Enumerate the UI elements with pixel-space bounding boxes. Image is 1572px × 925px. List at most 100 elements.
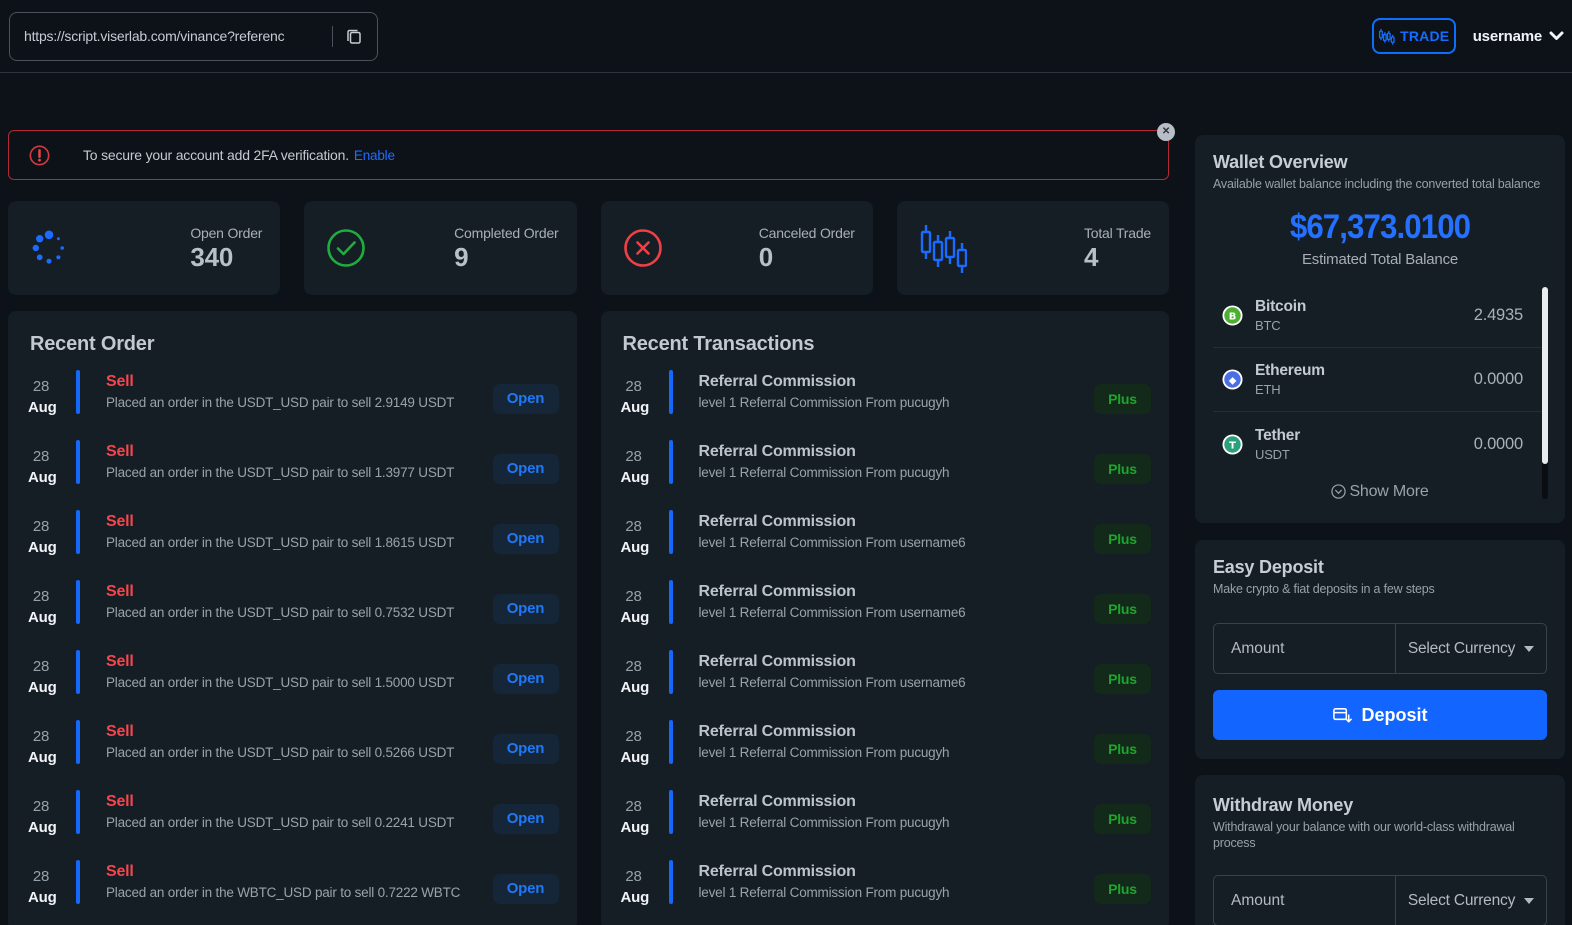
order-day: 28 bbox=[32, 587, 50, 605]
recent-transactions-section: Recent Transactions 28 Aug Referral Comm… bbox=[600, 311, 1169, 925]
enable-2fa-link[interactable]: Enable bbox=[353, 147, 395, 163]
transaction-row: 28 Aug Referral Commission level 1 Refer… bbox=[621, 650, 1151, 696]
transaction-date: 28 Aug bbox=[621, 437, 650, 488]
accent-bar bbox=[668, 440, 673, 484]
transaction-month: Aug bbox=[620, 888, 650, 906]
candlestick-icon bbox=[1379, 28, 1395, 45]
withdraw-amount-input[interactable] bbox=[1214, 876, 1395, 925]
withdraw-currency-select[interactable]: Select Currency bbox=[1396, 876, 1546, 925]
order-day: 28 bbox=[32, 447, 50, 465]
coin-icon: ◆ bbox=[1222, 369, 1243, 390]
open-badge[interactable]: Open bbox=[492, 594, 559, 624]
deposit-button[interactable]: Deposit bbox=[1213, 690, 1547, 740]
plus-badge: Plus bbox=[1094, 874, 1151, 904]
open-badge[interactable]: Open bbox=[492, 734, 559, 764]
order-row: 28 Aug Sell Placed an order in the USDT_… bbox=[28, 580, 559, 626]
referral-url-text[interactable]: https://script.viserlab.com/vinance?refe… bbox=[24, 28, 285, 44]
transaction-date: 28 Aug bbox=[620, 647, 650, 698]
wallet-title: Wallet Overview bbox=[1213, 152, 1348, 172]
plus-badge: Plus bbox=[1094, 384, 1151, 414]
alert-message: To secure your account add 2FA verificat… bbox=[83, 147, 349, 163]
check-circle-icon bbox=[326, 228, 374, 268]
transaction-month: Aug bbox=[620, 398, 650, 416]
deposit-input-group: Select Currency bbox=[1213, 623, 1547, 674]
transaction-type: Referral Commission bbox=[698, 583, 856, 600]
deposit-button-label: Deposit bbox=[1361, 704, 1428, 725]
order-type: Sell bbox=[106, 373, 134, 390]
open-badge[interactable]: Open bbox=[492, 384, 559, 414]
order-month: Aug bbox=[28, 748, 57, 766]
accent-bar bbox=[668, 510, 673, 554]
coin-code: ETH bbox=[1255, 382, 1281, 397]
main-content: To secure your account add 2FA verificat… bbox=[0, 73, 1572, 925]
show-more-label: Show More bbox=[1349, 483, 1429, 500]
withdraw-title: Withdraw Money bbox=[1213, 795, 1354, 815]
svg-text:T: T bbox=[1229, 440, 1236, 451]
stat-card-canceled-order: Canceled Order 0 bbox=[600, 201, 873, 295]
open-badge[interactable]: Open bbox=[492, 874, 559, 904]
stat-card-completed-order: Completed Order 9 bbox=[304, 201, 577, 295]
divider bbox=[1395, 624, 1396, 673]
plus-badge: Plus bbox=[1094, 664, 1151, 694]
deposit-currency-label: Select Currency bbox=[1407, 639, 1516, 657]
section-title: Recent Transactions bbox=[622, 333, 815, 355]
transaction-type: Referral Commission bbox=[698, 723, 856, 740]
order-month: Aug bbox=[28, 398, 57, 416]
coin-list: B Bitcoin BTC 2.4935 bbox=[1213, 284, 1548, 499]
trade-button[interactable]: TRADE bbox=[1371, 18, 1456, 54]
right-sidebar: Wallet Overview Available wallet balance… bbox=[1195, 135, 1565, 925]
coin-name: Bitcoin bbox=[1255, 298, 1307, 315]
divider bbox=[332, 25, 333, 47]
order-month: Aug bbox=[28, 888, 57, 906]
candlestick-icon bbox=[919, 222, 967, 274]
scrollbar[interactable] bbox=[1542, 287, 1548, 499]
coin-icon: T bbox=[1222, 433, 1243, 455]
total-balance: $67,373.0100 bbox=[1289, 208, 1471, 246]
open-badge[interactable]: Open bbox=[492, 804, 559, 834]
coin-code: BTC bbox=[1255, 318, 1281, 333]
top-bar-right: TRADE username bbox=[1371, 18, 1564, 54]
transaction-row: 28 Aug Referral Commission level 1 Refer… bbox=[621, 510, 1151, 556]
order-row: 28 Aug Sell Placed an order in the USDT_… bbox=[28, 790, 559, 836]
deposit-title: Easy Deposit bbox=[1213, 557, 1324, 577]
accent-bar bbox=[668, 370, 673, 414]
transaction-day: 28 bbox=[625, 867, 642, 885]
copy-icon[interactable] bbox=[343, 25, 365, 47]
show-more-button[interactable]: Show More bbox=[1213, 481, 1547, 502]
deposit-amount-input[interactable] bbox=[1214, 624, 1395, 673]
wallet-subtitle: Available wallet balance including the c… bbox=[1213, 177, 1541, 191]
easy-deposit-card: Easy Deposit Make crypto & fiat deposits… bbox=[1195, 540, 1565, 759]
transaction-month: Aug bbox=[620, 538, 650, 556]
order-month: Aug bbox=[28, 608, 57, 626]
transaction-month: Aug bbox=[620, 678, 650, 696]
accent-bar bbox=[76, 860, 80, 904]
transaction-day: 28 bbox=[625, 657, 642, 675]
order-month: Aug bbox=[28, 678, 57, 696]
divider bbox=[1395, 876, 1396, 925]
order-date: 28 Aug bbox=[28, 437, 57, 488]
balance-caption: Estimated Total Balance bbox=[1301, 251, 1459, 268]
accent-bar bbox=[668, 650, 673, 694]
accent-bar bbox=[668, 720, 673, 764]
open-badge[interactable]: Open bbox=[492, 524, 559, 554]
user-menu[interactable]: username bbox=[1473, 28, 1564, 45]
order-description: Placed an order in the USDT_USD pair to … bbox=[106, 535, 455, 550]
order-description: Placed an order in the WBTC_USD pair to … bbox=[106, 885, 461, 900]
transaction-row: 28 Aug Referral Commission level 1 Refer… bbox=[621, 790, 1151, 836]
recent-order-list: 28 Aug Sell Placed an order in the USDT_… bbox=[28, 370, 559, 906]
wallet-deposit-icon bbox=[1333, 707, 1353, 722]
scrollbar-thumb[interactable] bbox=[1542, 287, 1548, 464]
2fa-alert: To secure your account add 2FA verificat… bbox=[8, 123, 1175, 180]
deposit-currency-select[interactable]: Select Currency bbox=[1396, 624, 1546, 673]
coin-row: ◆ Ethereum ETH 0.0000 bbox=[1213, 348, 1547, 412]
order-type: Sell bbox=[106, 583, 134, 600]
transaction-description: level 1 Referral Commission From pucugyh bbox=[698, 815, 950, 830]
transaction-date: 28 Aug bbox=[620, 857, 650, 908]
transaction-type: Referral Commission bbox=[698, 863, 856, 880]
order-date: 28 Aug bbox=[28, 717, 57, 768]
open-badge[interactable]: Open bbox=[492, 664, 559, 694]
order-date: 28 Aug bbox=[28, 577, 57, 628]
accent-bar bbox=[76, 720, 80, 764]
close-icon[interactable]: ✕ bbox=[1157, 123, 1175, 141]
open-badge[interactable]: Open bbox=[492, 454, 559, 484]
